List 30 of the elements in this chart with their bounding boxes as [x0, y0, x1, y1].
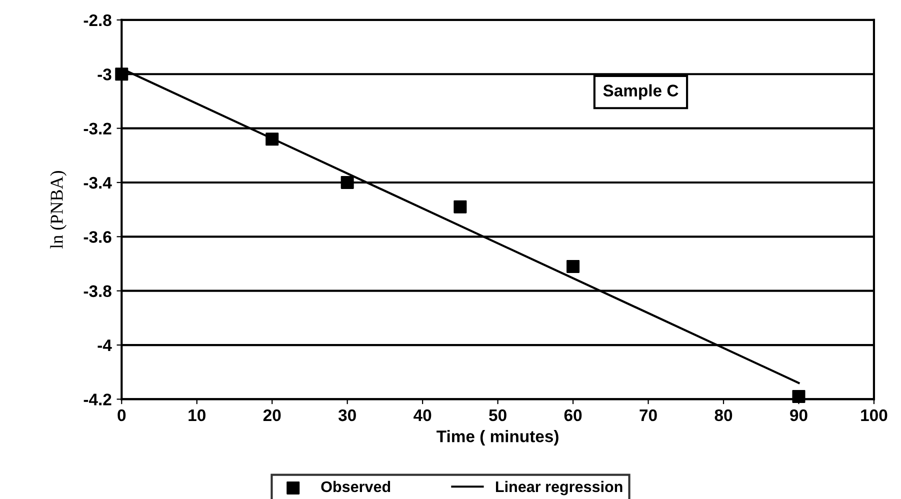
y-tick-label: -2.8 — [84, 14, 112, 26]
point — [566, 260, 580, 273]
x-axis-title: Time ( minutes) — [436, 430, 558, 446]
x-tick-label: 90 — [790, 409, 808, 422]
y-tick-label: -3.6 — [84, 231, 112, 243]
x-tick-label: 0 — [118, 409, 126, 422]
x-tick-label: 40 — [414, 409, 432, 422]
point — [266, 132, 279, 146]
y-tick-label: -3.2 — [84, 122, 112, 135]
legend-label: Linear regression — [496, 480, 622, 496]
legend-label: Observed — [321, 480, 390, 492]
y-axis-title: ln (PNBA) — [50, 171, 67, 249]
point — [454, 200, 467, 214]
y-tick-label: -3.4 — [84, 176, 112, 189]
x-tick-label: 70 — [640, 409, 657, 422]
x-tick-label: 20 — [263, 409, 281, 422]
x-tick-label: 50 — [489, 409, 506, 422]
x-tick-label: 100 — [861, 409, 888, 422]
y-tick-label: -4 — [98, 340, 112, 352]
x-tick-label: 80 — [714, 409, 732, 422]
point — [340, 176, 354, 189]
x-tick-label: 10 — [188, 409, 206, 422]
point — [792, 390, 806, 403]
point — [115, 68, 128, 81]
x-tick-label: 60 — [564, 409, 582, 422]
annotation: Sample C — [603, 84, 678, 100]
x-tick-label: 30 — [338, 409, 356, 422]
y-tick-label: -3.8 — [84, 285, 112, 298]
y-tick-label: -4.2 — [84, 394, 112, 406]
y-tick-label: -3 — [98, 68, 112, 80]
